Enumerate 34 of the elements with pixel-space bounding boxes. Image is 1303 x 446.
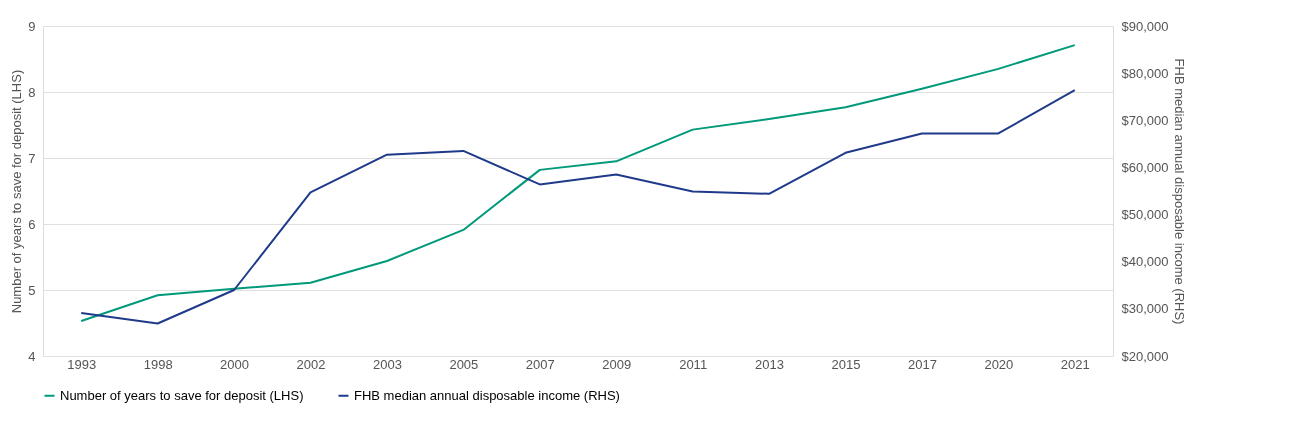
y-tick-label: 9 <box>28 18 36 34</box>
y2-tick-label: $60,000 <box>1121 159 1169 175</box>
legend-label: FHB median annual disposable income (RHS) <box>354 387 620 403</box>
line-series <box>80 44 1076 323</box>
x-tick-label: 2021 <box>1060 356 1090 372</box>
x-tick-label: 2011 <box>679 356 708 372</box>
y-tick-label: 8 <box>28 84 36 100</box>
x-tick-label: 2000 <box>220 356 250 372</box>
y-tick-label: 4 <box>28 348 36 364</box>
y2-axis-title: FHB median annual disposable income (RHS) <box>1172 58 1188 325</box>
y2-tick-label: $30,000 <box>1121 301 1169 317</box>
y2-tick-label: $40,000 <box>1121 254 1169 270</box>
x-tick-label: 2009 <box>602 356 632 372</box>
y2-tick-label: $80,000 <box>1121 65 1169 81</box>
x-tick-label: 2007 <box>525 356 555 372</box>
y2-tick-label: $50,000 <box>1121 207 1169 223</box>
legend-label: Number of years to save for deposit (LHS) <box>60 387 304 403</box>
y-tick-label: 6 <box>28 216 36 232</box>
x-tick-label: 2017 <box>907 356 937 372</box>
x-tick-label: 2013 <box>755 356 785 372</box>
x-tick-label: 1998 <box>143 356 173 372</box>
x-tick-label: 2015 <box>831 356 861 372</box>
x-tick-label: 2003 <box>372 356 402 372</box>
y2-tick-label: $70,000 <box>1121 112 1169 128</box>
x-tick-label: 1993 <box>67 356 97 372</box>
x-tick-label: 2020 <box>984 356 1014 372</box>
y2-tick-label: $90,000 <box>1121 18 1169 34</box>
x-tick-label: 2005 <box>449 356 479 372</box>
y-tick-label: 5 <box>28 282 36 298</box>
y2-tick-label: $20,000 <box>1121 348 1169 364</box>
x-tick-label: 2002 <box>296 356 326 372</box>
line-series <box>80 89 1076 325</box>
y-tick-label: 7 <box>28 150 36 166</box>
y-axis-title: Number of years to save for deposit (LHS) <box>9 69 25 314</box>
